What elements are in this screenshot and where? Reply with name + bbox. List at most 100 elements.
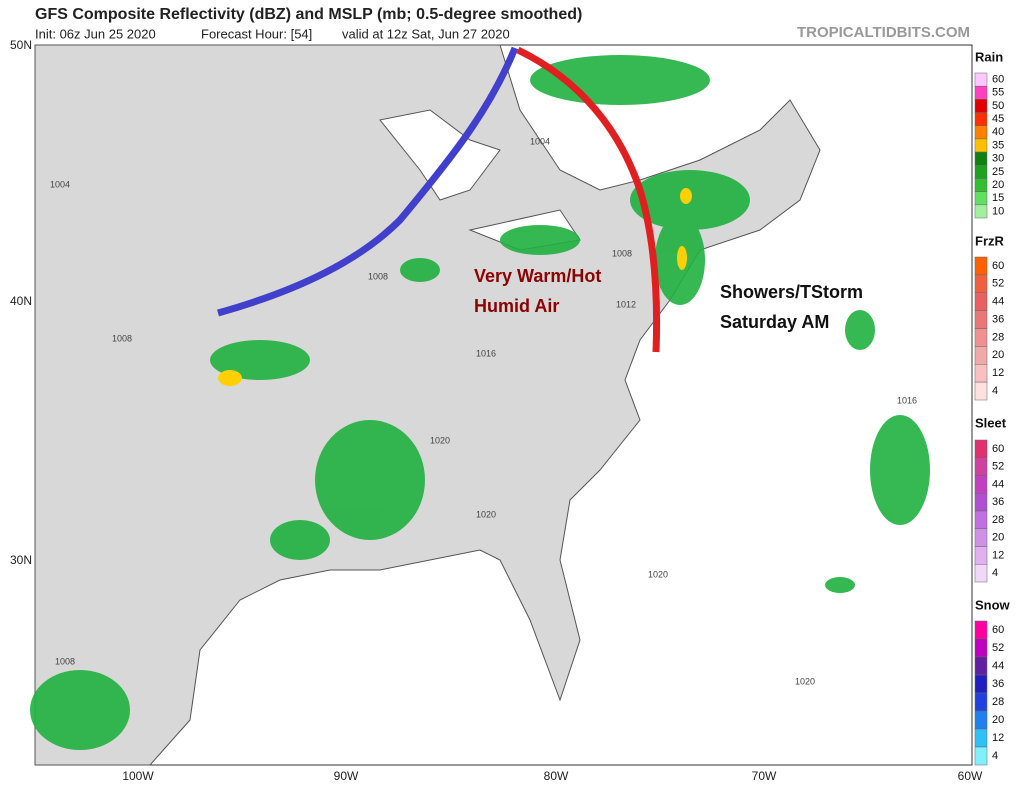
legend-level: 28	[992, 696, 1004, 708]
latitude-label: 50N	[10, 38, 32, 52]
legend-level: 4	[992, 385, 998, 397]
site: TROPICALTIDBITS.COM	[797, 24, 970, 41]
isobar-label: 1012	[616, 299, 636, 309]
legend-swatch	[974, 112, 988, 126]
legend-swatch	[974, 204, 988, 219]
legend-swatch	[974, 728, 988, 748]
legend-level: 40	[992, 126, 1004, 138]
legend-swatch	[974, 692, 988, 712]
init: Init: 06z Jun 25 2020	[35, 26, 156, 41]
legend-swatch	[974, 191, 988, 206]
legend-swatch	[974, 346, 988, 365]
legend-level: 52	[992, 278, 1004, 290]
isobar-label: 1008	[612, 248, 632, 258]
legend-level: 45	[992, 113, 1004, 125]
isobar-label: 1008	[368, 271, 388, 281]
legend-swatch	[974, 364, 988, 383]
longitude-label: 100W	[122, 769, 154, 783]
legend-swatch	[974, 138, 988, 153]
legend-level: 60	[992, 260, 1004, 272]
legend-level: 20	[992, 532, 1004, 544]
isobar-label: 1004	[530, 136, 550, 146]
annotation: Humid Air	[474, 296, 559, 316]
legend-level: 4	[992, 567, 998, 579]
legend-swatch	[974, 746, 988, 766]
legend-title: Rain	[975, 49, 1003, 64]
legend-swatch	[974, 638, 988, 658]
legend-swatch	[974, 564, 988, 583]
legend-level: 52	[992, 642, 1004, 654]
latitude-label: 30N	[10, 553, 32, 567]
legend-swatch	[974, 310, 988, 329]
legend-level: 30	[992, 153, 1004, 165]
legend-swatch	[974, 546, 988, 565]
longitude-label: 90W	[334, 769, 359, 783]
legend-swatch	[974, 165, 988, 179]
legend-swatch	[974, 620, 988, 640]
annotation: Showers/TStorm	[720, 282, 863, 302]
legend-level: 60	[992, 443, 1004, 455]
legend-swatch	[974, 457, 988, 476]
legend-level: 44	[992, 296, 1004, 308]
legend-swatch	[974, 72, 988, 87]
isobar-label: 1020	[795, 676, 815, 686]
legend-level: 44	[992, 660, 1004, 672]
isobar-label: 1016	[897, 395, 917, 405]
annotation: Saturday AM	[720, 312, 829, 332]
legend-swatch	[974, 656, 988, 676]
isobar-label: 1020	[648, 569, 668, 579]
legend-swatch	[974, 439, 988, 458]
isobar-label: 1008	[112, 333, 132, 343]
map-area	[30, 44, 973, 766]
legend-level: 55	[992, 87, 1004, 99]
legend-title: Sleet	[975, 415, 1007, 430]
legend-level: 60	[992, 624, 1004, 636]
longitude-label: 70W	[752, 769, 777, 783]
isobar-label: 1016	[476, 348, 496, 358]
legend-swatch	[974, 674, 988, 694]
legend-level: 35	[992, 139, 1004, 151]
cold-front	[217, 46, 519, 317]
legend-swatch	[974, 510, 988, 529]
longitude-label: 60W	[958, 769, 983, 783]
annotation: Very Warm/Hot	[474, 266, 601, 286]
legend-swatch	[974, 99, 988, 113]
legend-swatch	[974, 256, 988, 276]
title: GFS Composite Reflectivity (dBZ) and MSL…	[35, 6, 582, 23]
legend-level: 20	[992, 714, 1004, 726]
warm-front	[516, 46, 661, 353]
legend-level: 28	[992, 514, 1004, 526]
isobar-label: 1004	[50, 179, 70, 189]
legend-title: FrzR	[975, 233, 1005, 248]
legend-title: Snow	[975, 597, 1011, 612]
legend-swatch	[974, 328, 988, 347]
legend-level: 20	[992, 179, 1004, 191]
legend-level: 15	[992, 192, 1004, 204]
legend-level: 20	[992, 349, 1004, 361]
legend-swatch	[974, 475, 988, 494]
legend-level: 44	[992, 478, 1004, 490]
legend-level: 36	[992, 313, 1004, 325]
valid-time: valid at 12z Sat, Jun 27 2020	[342, 26, 510, 41]
isobar-label: 1008	[55, 656, 75, 666]
land	[34, 44, 821, 766]
forecast-hour: Forecast Hour: [54]	[201, 26, 312, 41]
legend-level: 28	[992, 331, 1004, 343]
legend-swatch	[974, 151, 988, 166]
isobar-label: 1020	[430, 435, 450, 445]
legend-level: 4	[992, 750, 998, 762]
legend-level: 36	[992, 678, 1004, 690]
legend-level: 12	[992, 367, 1004, 379]
latitude-label: 40N	[10, 294, 32, 308]
legend-swatch	[974, 85, 988, 100]
legend-level: 12	[992, 549, 1004, 561]
legend-level: 12	[992, 732, 1004, 744]
heavy-precipitation	[218, 188, 692, 386]
longitude-label: 80W	[544, 769, 569, 783]
legend-swatch	[974, 710, 988, 730]
legend-swatch	[974, 493, 988, 512]
legend-swatch	[974, 178, 988, 192]
legend-level: 10	[992, 205, 1004, 217]
legend-level: 36	[992, 496, 1004, 508]
